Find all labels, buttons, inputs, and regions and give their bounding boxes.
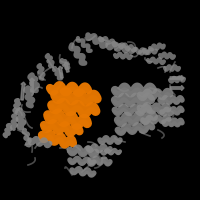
Polygon shape (64, 62, 69, 72)
Polygon shape (58, 66, 63, 78)
Polygon shape (30, 78, 35, 92)
Polygon shape (21, 82, 26, 100)
Polygon shape (170, 75, 184, 80)
Polygon shape (170, 86, 184, 90)
